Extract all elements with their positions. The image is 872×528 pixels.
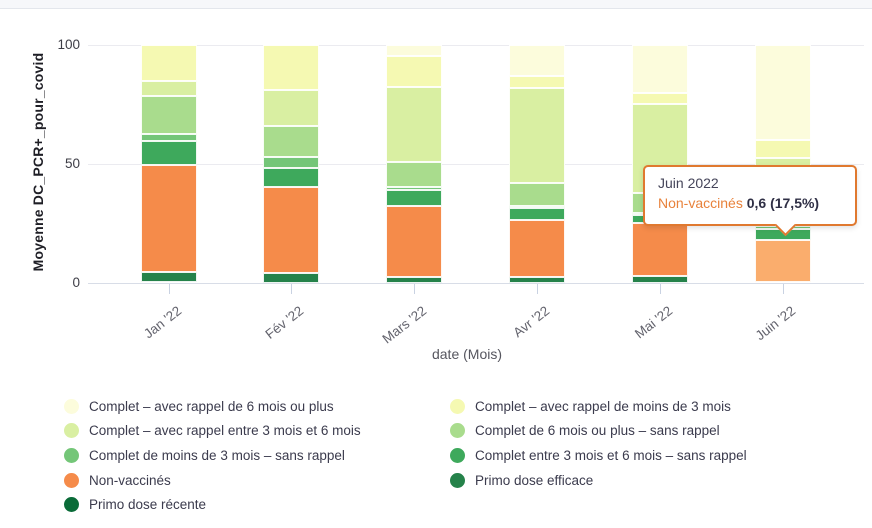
tooltip-series-label: Non-vaccinés: [658, 195, 743, 211]
legend-swatch-icon: [64, 398, 79, 414]
bar-segment[interactable]: [140, 165, 197, 273]
bar-segment[interactable]: [263, 45, 320, 91]
bar-segment[interactable]: [631, 45, 688, 93]
bar-segment[interactable]: [140, 134, 197, 142]
legend-item[interactable]: Complet entre 3 mois et 6 mois – sans ra…: [450, 447, 854, 463]
bar-segment[interactable]: [140, 141, 197, 166]
bar-3[interactable]: [386, 45, 443, 283]
x-tick-mark: [291, 284, 293, 294]
bar-segment[interactable]: [263, 186, 320, 274]
legend-item[interactable]: Complet – avec rappel de 6 mois ou plus: [64, 398, 450, 414]
legend-swatch-icon: [450, 472, 465, 488]
bar-segment[interactable]: [140, 96, 197, 135]
legend-swatch-icon: [64, 447, 79, 463]
bar-segment[interactable]: [263, 273, 320, 283]
bar-segment[interactable]: [754, 240, 811, 282]
x-tick-mark: [659, 284, 661, 294]
bar-segment[interactable]: [386, 161, 443, 187]
bar-segment[interactable]: [508, 208, 565, 220]
bar-segment[interactable]: [508, 205, 565, 208]
bar-segment[interactable]: [263, 125, 320, 157]
bar-segment[interactable]: [754, 140, 811, 159]
x-axis-line: [88, 283, 864, 284]
legend-swatch-icon: [450, 423, 465, 439]
bar-segment[interactable]: [754, 45, 811, 141]
bar-segment[interactable]: [631, 92, 688, 105]
bar-segment[interactable]: [140, 45, 197, 81]
tooltip-row: Non-vaccinés 0,6 (17,5%): [658, 195, 842, 211]
bar-1[interactable]: [140, 45, 197, 283]
bar-segment[interactable]: [386, 190, 443, 206]
legend-item[interactable]: Complet de moins de 3 mois – sans rappel: [64, 447, 450, 463]
legend-item-label: Complet entre 3 mois et 6 mois – sans ra…: [475, 447, 747, 463]
x-tick-mark: [536, 284, 538, 294]
bar-segment[interactable]: [140, 272, 197, 282]
chart-legend: Complet – avec rappel de 6 mois ou plus C…: [64, 394, 854, 517]
chart-tooltip: Juin 2022 Non-vaccinés 0,6 (17,5%): [643, 165, 857, 237]
bar-segment[interactable]: [263, 156, 320, 168]
legend-swatch-icon: [450, 398, 465, 414]
legend-item[interactable]: Primo dose efficace: [450, 472, 854, 488]
y-tick-label-0: 0: [72, 275, 80, 290]
x-tick-label: Jan '22: [140, 303, 184, 342]
bar-5[interactable]: [631, 45, 688, 283]
bar-2[interactable]: [263, 45, 320, 283]
bar-segment[interactable]: [140, 80, 197, 97]
bar-segment[interactable]: [386, 55, 443, 87]
bar-4[interactable]: [508, 45, 565, 283]
legend-item-label: Primo dose récente: [89, 497, 207, 513]
bar-segment[interactable]: [508, 45, 565, 76]
x-axis-title: date (Mois): [431, 346, 503, 362]
bar-segment[interactable]: [263, 167, 320, 187]
bar-segment[interactable]: [508, 75, 565, 88]
legend-item[interactable]: Complet de 6 mois ou plus – sans rappel: [450, 423, 854, 439]
y-tick-label-100: 100: [57, 37, 80, 52]
bar-segment[interactable]: [386, 205, 443, 278]
bar-segment[interactable]: [386, 277, 443, 283]
legend-item-label: Complet – avec rappel de 6 mois ou plus: [89, 398, 334, 414]
legend-item[interactable]: Non-vaccinés: [64, 472, 450, 488]
bar-segment[interactable]: [631, 223, 688, 276]
y-tick-label-50: 50: [64, 156, 80, 171]
x-tick-mark: [782, 284, 784, 294]
legend-item-label: Complet de 6 mois ou plus – sans rappel: [475, 423, 720, 439]
legend-item[interactable]: Complet – avec rappel entre 3 mois et 6 …: [64, 423, 450, 439]
tooltip-title: Juin 2022: [658, 175, 719, 191]
legend-swatch-icon: [64, 423, 79, 439]
legend-item-label: Non-vaccinés: [89, 472, 171, 488]
legend-swatch-icon: [64, 497, 79, 513]
bar-segment[interactable]: [386, 45, 443, 56]
legend-item-label: Complet – avec rappel entre 3 mois et 6 …: [89, 423, 361, 439]
bar-segment[interactable]: [508, 183, 565, 206]
x-tick-label: Juin '22: [752, 303, 798, 344]
legend-swatch-icon: [450, 447, 465, 463]
legend-item[interactable]: Primo dose récente: [64, 497, 450, 513]
gridline-100: [88, 45, 864, 46]
legend-item[interactable]: Complet – avec rappel de moins de 3 mois: [450, 398, 854, 414]
x-tick-label: Fév '22: [262, 303, 307, 342]
y-axis-title: Moyenne DC_PCR+_pour_covid: [30, 52, 46, 272]
bar-segment[interactable]: [508, 219, 565, 277]
x-tick-mark: [414, 284, 416, 294]
legend-item-label: Primo dose efficace: [475, 472, 594, 488]
tooltip-value: 0,6 (17,5%): [746, 195, 820, 211]
bar-segment[interactable]: [508, 87, 565, 184]
legend-item-label: Complet – avec rappel de moins de 3 mois: [475, 398, 731, 414]
bar-segment[interactable]: [386, 86, 443, 162]
bar-segment[interactable]: [386, 186, 443, 191]
legend-item-label: Complet de moins de 3 mois – sans rappel: [89, 447, 345, 463]
legend-swatch-icon: [64, 472, 79, 488]
panel-top-strip: [0, 0, 872, 9]
bar-segment[interactable]: [631, 275, 688, 283]
bar-segment[interactable]: [508, 277, 565, 283]
x-tick-label: Mai '22: [631, 303, 675, 342]
bar-segment[interactable]: [263, 90, 320, 126]
bar-6[interactable]: [754, 45, 811, 283]
x-tick-mark: [168, 284, 170, 294]
gridline-50: [88, 164, 864, 165]
